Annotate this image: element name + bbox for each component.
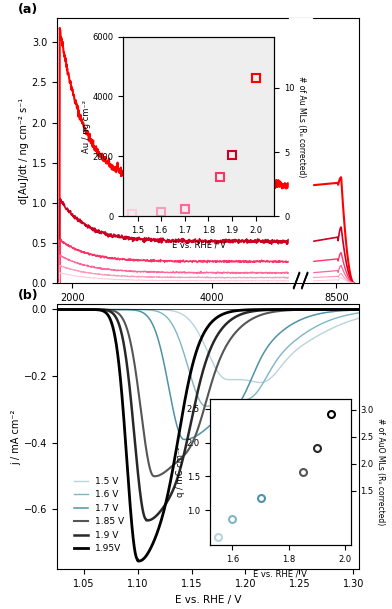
Y-axis label: d[Au]/dt / ng cm⁻² s⁻¹: d[Au]/dt / ng cm⁻² s⁻¹ bbox=[19, 97, 29, 204]
Bar bbox=[289, 18, 312, 283]
Y-axis label: # of AuO MLs (Rᵤ corrected): # of AuO MLs (Rᵤ corrected) bbox=[376, 418, 385, 526]
X-axis label: E vs. RHE / V: E vs. RHE / V bbox=[174, 595, 241, 605]
Y-axis label: j / mA cm⁻²: j / mA cm⁻² bbox=[11, 409, 21, 465]
X-axis label: E vs. RHE / V: E vs. RHE / V bbox=[172, 241, 226, 250]
Text: (a): (a) bbox=[18, 3, 38, 16]
Y-axis label: # of Au MLs (Rᵤ corrected): # of Au MLs (Rᵤ corrected) bbox=[297, 76, 306, 177]
X-axis label: E vs. RHE / V: E vs. RHE / V bbox=[253, 569, 307, 579]
Y-axis label: q / mC cm⁻²: q / mC cm⁻² bbox=[176, 447, 185, 497]
X-axis label: t / s: t / s bbox=[198, 309, 218, 319]
Y-axis label: Au / ng cm⁻²: Au / ng cm⁻² bbox=[82, 100, 91, 153]
Text: (b): (b) bbox=[18, 289, 38, 302]
Legend: 1.5 V, 1.6 V, 1.7 V, 1.85 V, 1.9 V, 1.95V: 1.5 V, 1.6 V, 1.7 V, 1.85 V, 1.9 V, 1.95… bbox=[71, 473, 127, 557]
